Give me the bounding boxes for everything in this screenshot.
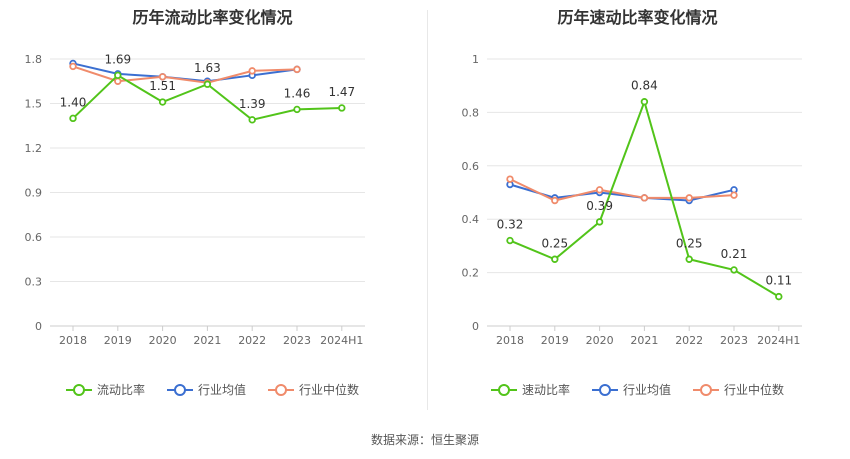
y-tick-label: 0.9 xyxy=(25,187,43,200)
data-label: 0.39 xyxy=(586,199,613,213)
data-point xyxy=(293,65,301,74)
chart-legend: 速动比率 行业均值 行业中位数 xyxy=(425,381,850,398)
data-point xyxy=(69,114,77,123)
y-tick-label: 1 xyxy=(472,53,479,66)
x-tick-label: 2023 xyxy=(283,334,311,347)
data-label: 1.69 xyxy=(104,52,131,66)
y-tick-label: 0.4 xyxy=(462,213,480,226)
chart-legend: 流动比率 行业均值 行业中位数 xyxy=(0,381,425,398)
current-ratio-chart: 历年流动比率变化情况 0 0.3 0.6 0.9 1.2 1.5 1.8 2018 2019 20… xyxy=(0,0,425,420)
data-point xyxy=(685,255,693,263)
legend-label: 行业中位数 xyxy=(724,383,785,397)
legend-item[interactable]: 速动比率 xyxy=(490,381,570,398)
legend-label: 行业均值 xyxy=(197,383,246,397)
chart-title: 历年流动比率变化情况 xyxy=(132,8,293,27)
data-point xyxy=(203,80,212,88)
data-label: 0.32 xyxy=(497,218,524,232)
series-line xyxy=(72,65,298,84)
legend-item[interactable]: 行业中位数 xyxy=(693,381,784,398)
y-tick-label: 0.2 xyxy=(462,267,480,280)
x-tick-label: 2018 xyxy=(496,334,524,347)
chart-plot: 0 0.3 0.6 0.9 1.2 1.5 1.8 2018 2019 2020 2021 2022 2… xyxy=(25,52,365,347)
legend-marker-icon xyxy=(65,383,92,397)
legend-label: 行业中位数 xyxy=(299,383,360,397)
quick-ratio-chart: 历年速动比率变化情况 0 0.2 0.4 0.6 0.8 1 2018 2019 2020 202… xyxy=(425,0,850,420)
data-label: 0.25 xyxy=(541,236,568,250)
series-line xyxy=(509,178,735,202)
legend-item[interactable]: 流动比率 xyxy=(65,381,145,398)
x-tick-label: 2021 xyxy=(193,334,221,347)
x-tick-label: 2023 xyxy=(720,334,748,347)
data-point xyxy=(775,292,783,301)
y-tick-label: 1.2 xyxy=(25,142,43,155)
x-tick-label: 2022 xyxy=(675,334,703,347)
data-source-footer: 数据来源：恒生聚源 xyxy=(370,433,479,447)
x-tick-label: 2018 xyxy=(59,334,87,347)
x-tick-label: 2021 xyxy=(630,334,658,347)
chart-plot: 0 0.2 0.4 0.6 0.8 1 2018 2019 2020 2021 2022 2023 20… xyxy=(462,53,802,347)
data-point xyxy=(595,186,604,194)
x-tick-label: 2019 xyxy=(541,334,569,347)
y-tick-label: 1.5 xyxy=(25,98,43,111)
data-point xyxy=(338,104,346,112)
y-tick-label: 0 xyxy=(35,320,42,333)
data-point xyxy=(114,71,122,80)
y-tick-label: 0.6 xyxy=(462,160,480,173)
data-point xyxy=(551,255,559,263)
x-tick-label: 2019 xyxy=(104,334,132,347)
data-point xyxy=(595,218,604,226)
legend-label: 速动比率 xyxy=(521,383,570,397)
legend-item[interactable]: 行业均值 xyxy=(591,381,671,398)
data-label: 0.11 xyxy=(765,274,792,288)
data-label: 1.39 xyxy=(239,97,266,111)
data-point xyxy=(248,67,256,75)
legend-label: 行业均值 xyxy=(622,383,671,397)
data-point xyxy=(640,194,649,202)
divider xyxy=(427,10,428,410)
data-label: 1.51 xyxy=(149,79,176,93)
y-tick-label: 0.8 xyxy=(462,106,480,119)
legend-marker-icon xyxy=(166,383,193,397)
y-tick-label: 0.3 xyxy=(25,276,43,289)
legend-label: 流动比率 xyxy=(96,383,145,397)
legend-marker-icon xyxy=(490,383,517,397)
data-point xyxy=(640,98,649,106)
x-tick-label: 2020 xyxy=(586,334,614,347)
data-point xyxy=(248,116,256,124)
legend-item[interactable]: 行业均值 xyxy=(166,381,246,398)
data-point xyxy=(730,191,738,199)
data-point xyxy=(158,98,167,106)
data-label: 1.40 xyxy=(60,95,87,109)
data-point xyxy=(506,175,514,183)
legend-item[interactable]: 行业中位数 xyxy=(268,381,359,398)
legend-marker-icon xyxy=(693,383,719,397)
data-label: 0.25 xyxy=(676,236,703,250)
legend-marker-icon xyxy=(591,383,618,397)
data-point xyxy=(293,105,301,114)
chart-title: 历年速动比率变化情况 xyxy=(557,8,718,27)
data-point xyxy=(69,62,77,71)
data-point xyxy=(685,194,693,202)
y-tick-label: 0 xyxy=(472,320,479,333)
legend-marker-icon xyxy=(268,383,294,397)
x-tick-label: 2024H1 xyxy=(320,334,363,347)
x-tick-label: 2022 xyxy=(238,334,266,347)
data-point xyxy=(114,77,122,85)
data-point xyxy=(730,266,738,274)
data-point xyxy=(551,196,559,205)
series-line xyxy=(509,183,735,202)
x-tick-label: 2020 xyxy=(149,334,177,347)
data-label: 1.47 xyxy=(328,85,355,99)
data-point xyxy=(506,236,514,245)
x-tick-label: 2024H1 xyxy=(757,334,800,347)
data-label: 0.21 xyxy=(721,247,748,261)
data-label: 0.84 xyxy=(631,79,658,93)
data-point xyxy=(158,73,167,81)
data-label: 1.46 xyxy=(284,86,311,100)
y-tick-label: 0.6 xyxy=(25,231,43,244)
data-label: 1.63 xyxy=(194,61,221,75)
y-tick-label: 1.8 xyxy=(25,53,43,66)
